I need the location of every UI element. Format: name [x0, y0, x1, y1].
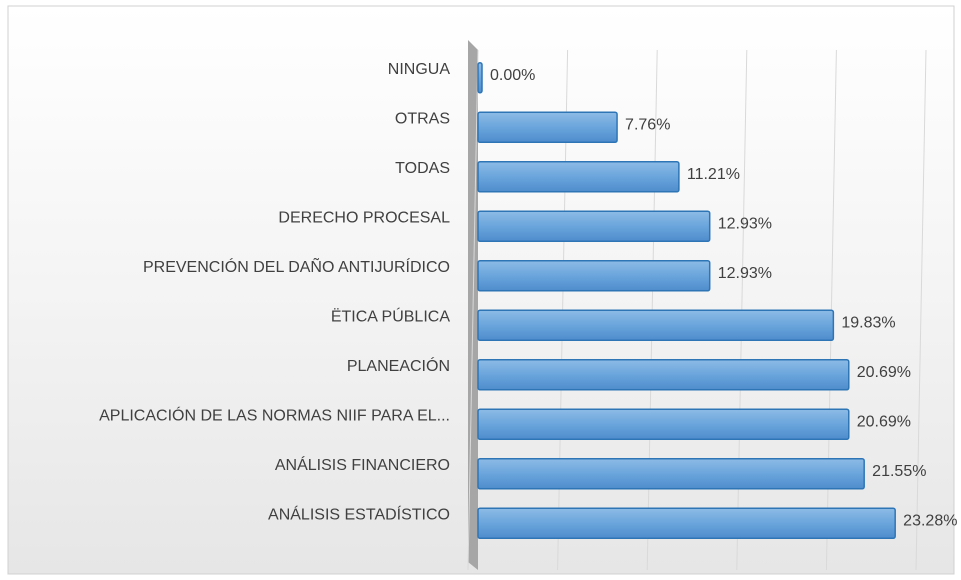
data-label: 19.83% — [841, 314, 895, 331]
bar — [477, 111, 618, 143]
bar — [477, 210, 711, 242]
y-tick-label: ANÁLISIS ESTADÍSTICO — [268, 504, 450, 523]
data-label: 7.76% — [625, 116, 670, 133]
grid-line — [915, 49, 927, 571]
data-label: 11.21% — [687, 166, 740, 183]
y-tick-label: PLANEACIÓN — [347, 356, 450, 375]
data-label: 21.55% — [872, 463, 926, 480]
bar — [477, 408, 850, 440]
bar — [477, 62, 483, 94]
y-tick-label: OTRAS — [395, 110, 450, 127]
bar — [477, 458, 865, 490]
data-label: 20.69% — [857, 413, 911, 430]
data-label: 0.00% — [490, 67, 535, 84]
y-tick-label: PREVENCIÓN DEL DAÑO ANTIJURÍDICO — [143, 256, 450, 276]
bar — [477, 309, 835, 341]
y-tick-label: ËTICA PÚBLICA — [331, 306, 450, 325]
grid-line — [467, 49, 479, 571]
bar — [477, 507, 896, 539]
data-label: 20.69% — [857, 364, 911, 381]
bar — [477, 359, 850, 391]
y-tick-label: DERECHO PROCESAL — [278, 209, 450, 226]
y-tick-label: NINGUA — [388, 61, 451, 78]
y-tick-label: TODAS — [395, 160, 450, 177]
data-label: 12.93% — [718, 215, 772, 232]
y-tick-label: ANÁLISIS FINANCIERO — [275, 455, 450, 474]
y-tick-label: APLICACIÓN DE LAS NORMAS NIIF PARA EL... — [99, 405, 450, 424]
bar — [477, 161, 680, 193]
data-label: 12.93% — [718, 265, 772, 282]
bar — [477, 260, 711, 292]
data-label: 23.28% — [903, 512, 957, 529]
